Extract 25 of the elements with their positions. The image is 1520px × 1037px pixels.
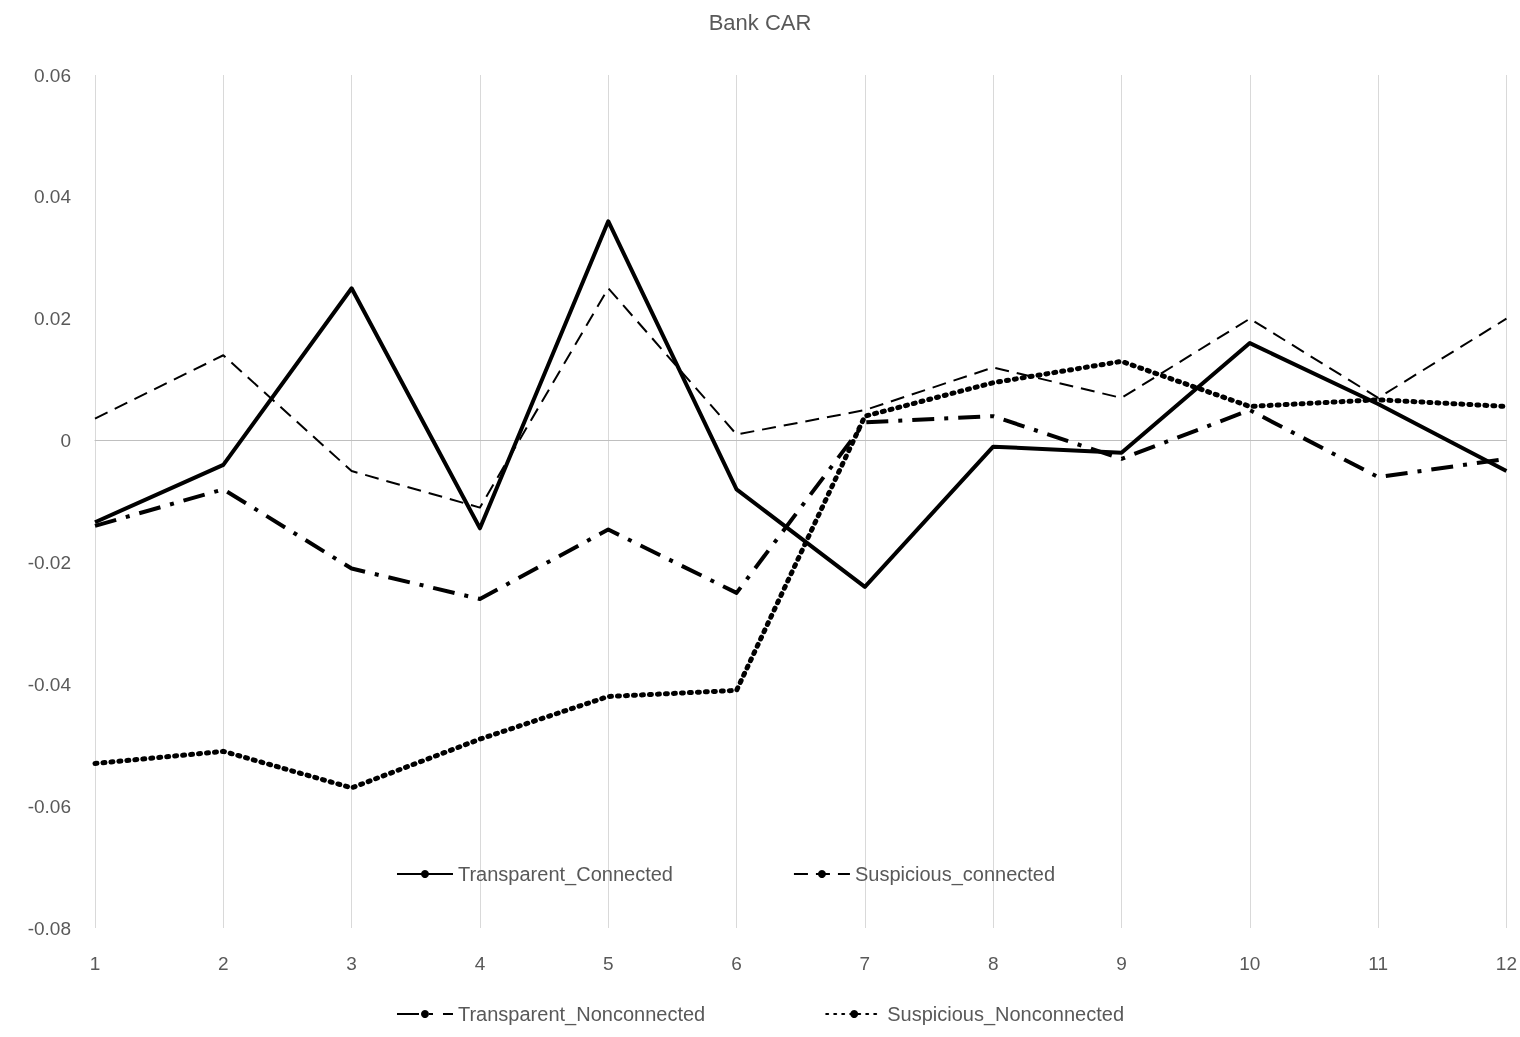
y-tick-label: 0.04: [34, 186, 72, 208]
legend-label: Transparent_Connected: [457, 863, 673, 886]
x-tick-label: 11: [1368, 953, 1388, 974]
y-tick-label: 0.06: [34, 64, 71, 86]
x-tick-label: 9: [1116, 953, 1127, 974]
y-tick-label: 0: [60, 430, 71, 452]
x-tick-label: 2: [218, 953, 229, 974]
x-tick-label: 7: [859, 953, 871, 974]
legend-label: Transparent_Nonconnected: [457, 1003, 706, 1026]
x-tick-label: 5: [602, 953, 614, 974]
x-tick-label: 6: [731, 953, 742, 974]
legend-label: Suspicious_Nonconnected: [887, 1003, 1125, 1026]
x-tick-label: 1: [89, 953, 101, 974]
y-tick-label: -0.02: [27, 551, 71, 573]
y-tick-label: -0.04: [27, 673, 72, 695]
x-tick-label: 3: [346, 953, 357, 974]
x-tick-label: 4: [474, 953, 486, 974]
y-tick-label: -0.08: [27, 917, 71, 939]
x-tick-label: 8: [987, 953, 999, 974]
legend-label: Suspicious_connected: [854, 863, 1056, 886]
y-tick-label: 0.02: [34, 308, 71, 330]
x-tick-label: 12: [1495, 953, 1517, 974]
x-tick-label: 10: [1239, 953, 1261, 974]
chart-title: Bank CAR: [708, 9, 812, 35]
y-tick-label: -0.06: [27, 795, 71, 817]
